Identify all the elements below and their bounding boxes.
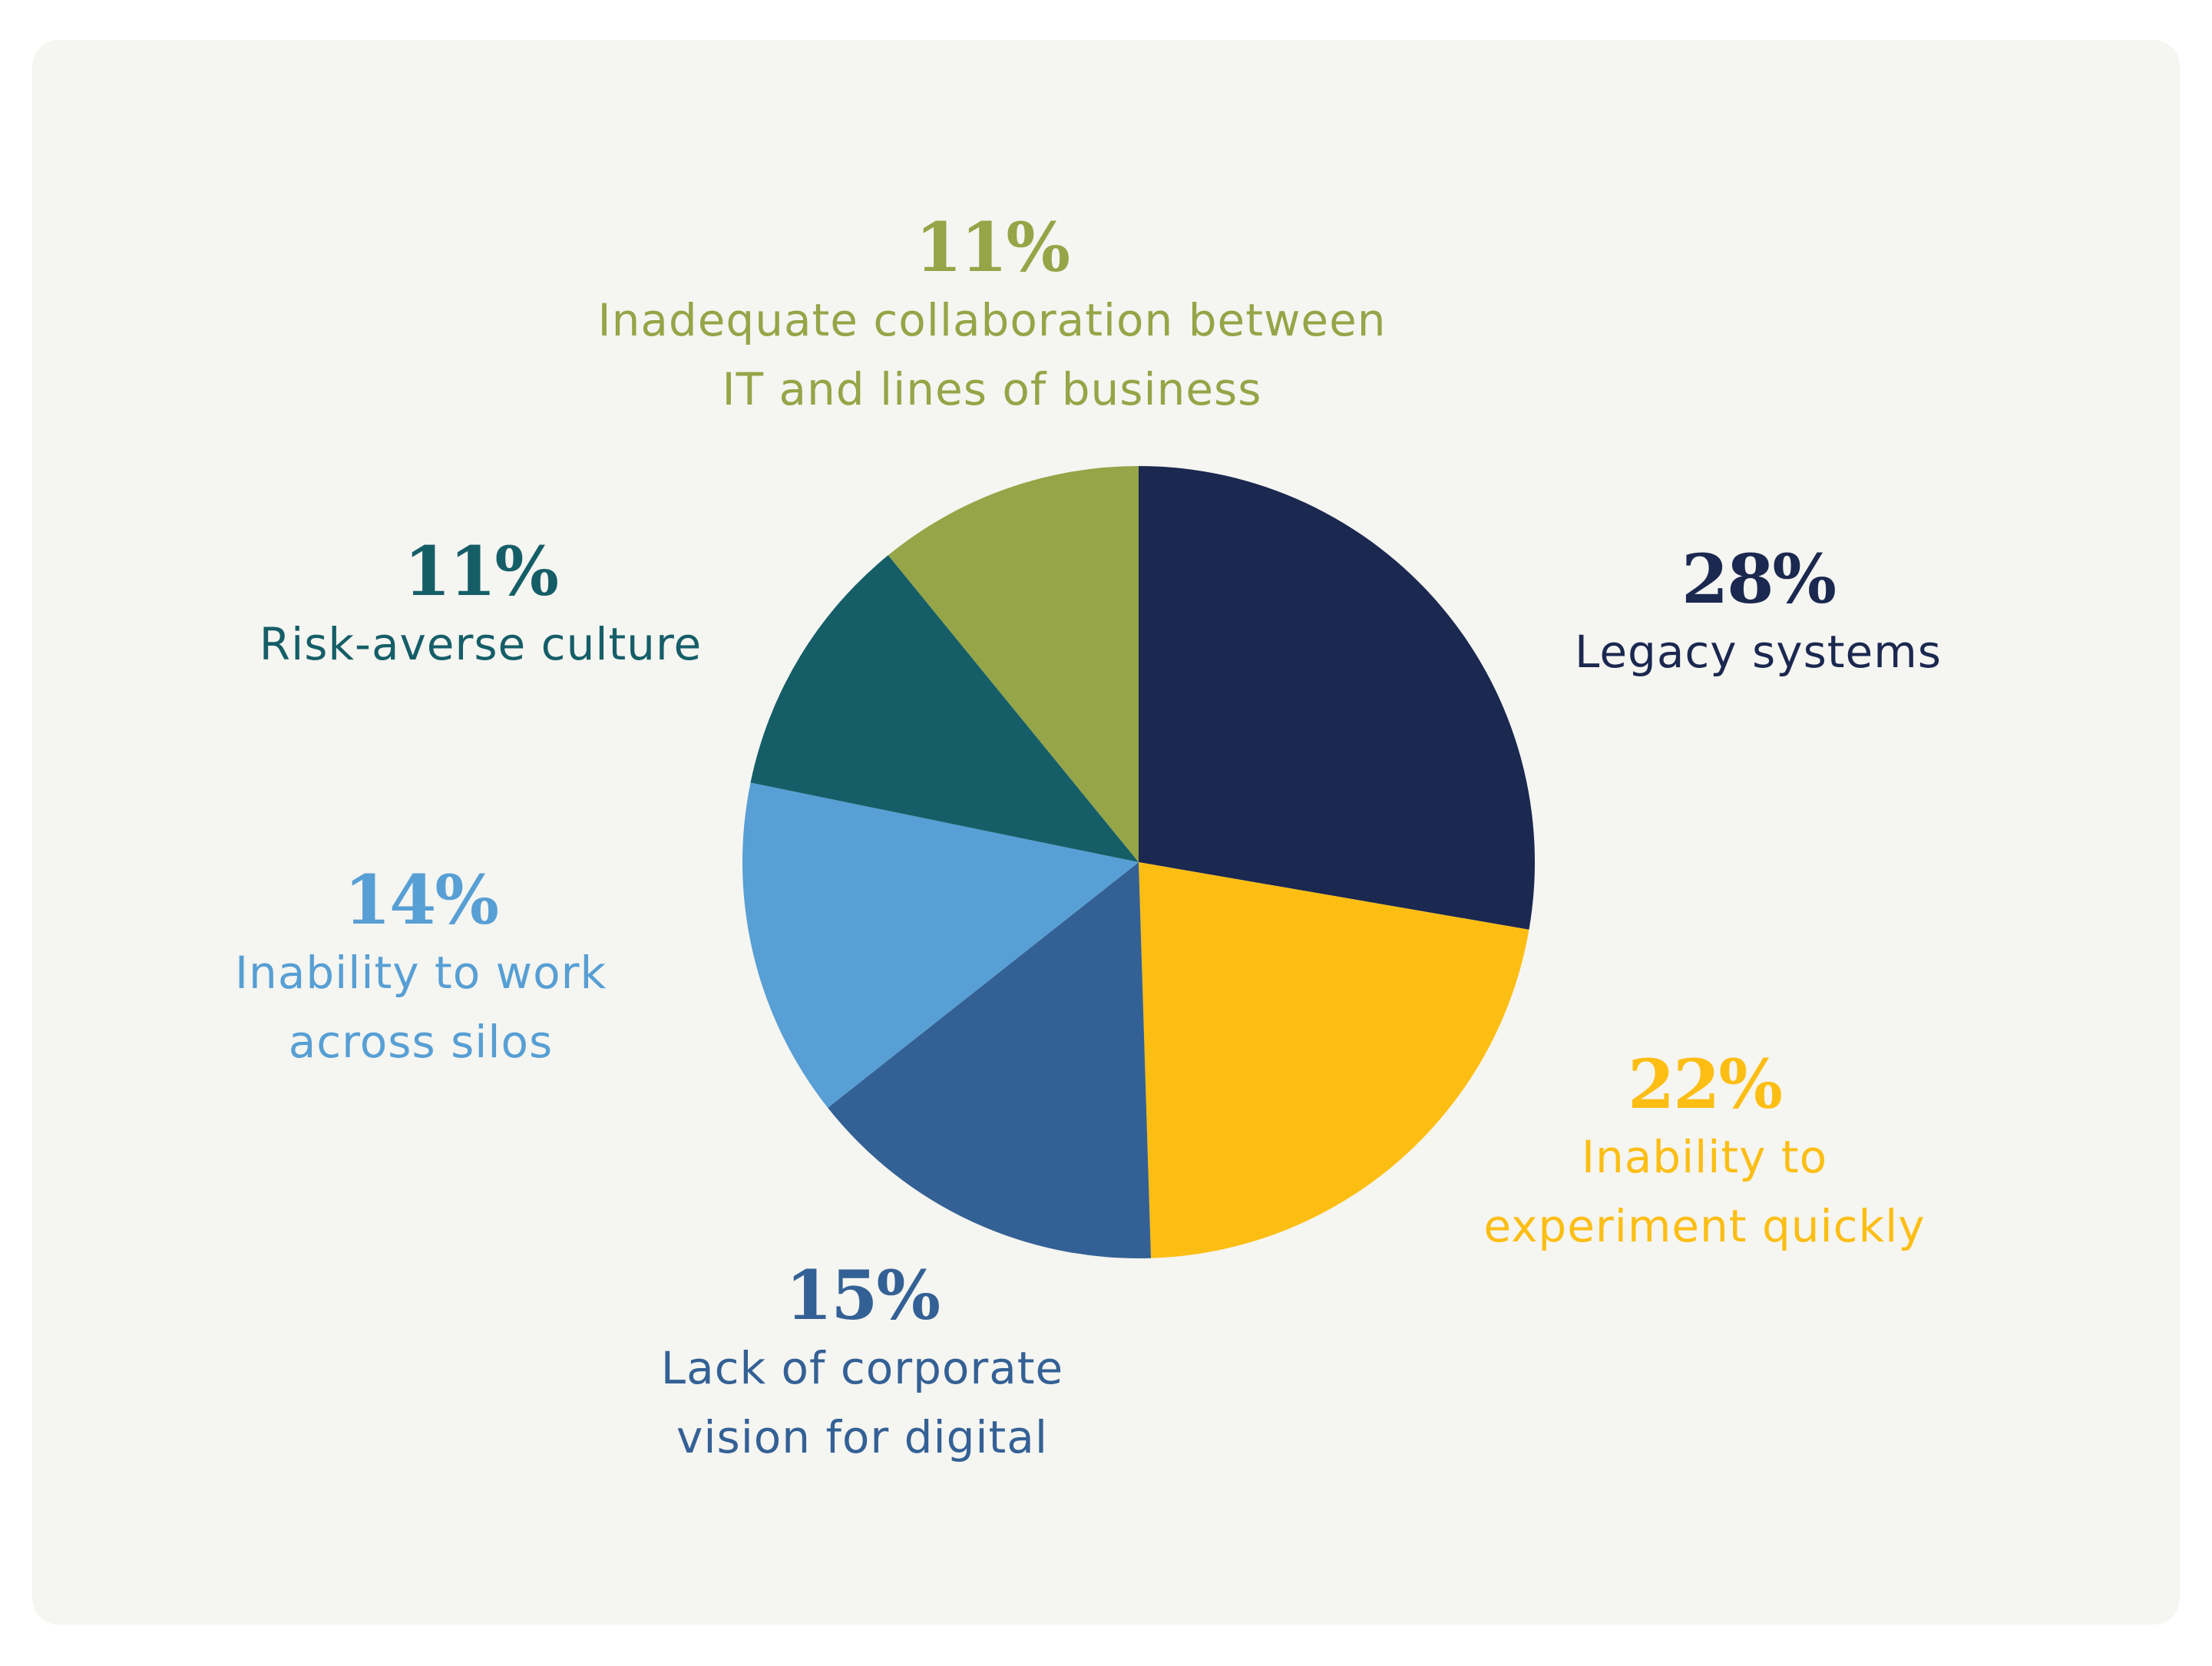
pie-chart xyxy=(742,466,1536,1258)
slice-category-line: experiment quickly xyxy=(1483,1200,1926,1252)
label-inability-to-experiment: 22% Inability to experiment quickly xyxy=(1483,1046,1925,1261)
slice-category-line: Risk-averse culture xyxy=(259,618,703,670)
slice-value-label: 22% xyxy=(1627,1044,1783,1124)
slice-category-line: Inadequate collaboration between xyxy=(597,294,1387,346)
pie-slice-4 xyxy=(750,555,1139,862)
slice-value-label: 14% xyxy=(343,860,499,940)
slice-category-line: vision for digital xyxy=(676,1411,1048,1463)
slice-category-line: IT and lines of business xyxy=(722,363,1262,415)
slice-category-line: across silos xyxy=(288,1016,554,1068)
pie-slice-5 xyxy=(888,466,1139,862)
slice-value-label: 15% xyxy=(785,1255,941,1335)
slice-category-line: Legacy systems xyxy=(1575,626,1942,678)
chart-card: 28% Legacy systems 22% Inability to expe… xyxy=(32,40,2180,1625)
slice-value-label: 11% xyxy=(914,207,1070,287)
slice-category-line: Inability to xyxy=(1581,1131,1828,1183)
pie-slice-1 xyxy=(1139,862,1529,1258)
label-inadequate-collaboration: 11% Inadequate collaboration between IT … xyxy=(597,209,1386,424)
slice-value-label: 28% xyxy=(1681,539,1837,619)
slice-category-line: Inability to work xyxy=(234,947,607,999)
slice-category-line: Lack of corporate xyxy=(660,1342,1064,1394)
slice-value-label: 11% xyxy=(403,531,559,611)
label-risk-averse-culture: 11% Risk-averse culture xyxy=(260,533,702,679)
pie-slice-3 xyxy=(742,782,1139,1108)
pie-slice-0 xyxy=(1139,466,1536,930)
pie-slice-2 xyxy=(828,862,1152,1258)
label-lack-of-corporate-vision: 15% Lack of corporate vision for digital xyxy=(661,1257,1063,1472)
label-legacy-systems: 28% Legacy systems xyxy=(1575,540,1942,686)
label-inability-to-work-across-silos: 14% Inability to work across silos xyxy=(235,861,607,1076)
